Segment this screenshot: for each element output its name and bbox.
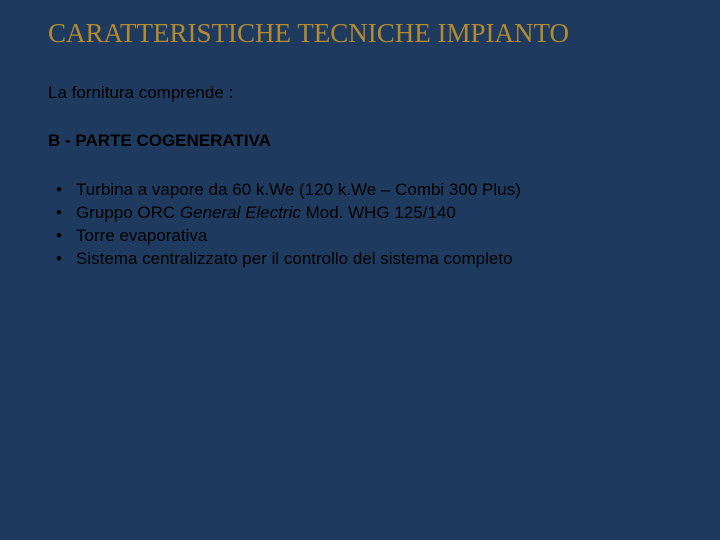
list-item: Turbina a vapore da 60 k.We (120 k.We – …	[72, 179, 692, 202]
intro-text: La fornitura comprende :	[48, 83, 692, 103]
bullet-list: Turbina a vapore da 60 k.We (120 k.We – …	[48, 179, 692, 271]
list-item-text: Sistema centralizzato per il controllo d…	[76, 249, 513, 268]
list-item-italic: General Electric	[180, 203, 301, 222]
list-item: Torre evaporativa	[72, 225, 692, 248]
list-item: Gruppo ORC General Electric Mod. WHG 125…	[72, 202, 692, 225]
list-item-text: Turbina a vapore da 60 k.We (120 k.We – …	[76, 180, 521, 199]
slide-title: CARATTERISTICHE TECNICHE IMPIANTO	[48, 18, 692, 49]
list-item: Sistema centralizzato per il controllo d…	[72, 248, 692, 271]
list-item-text: Gruppo ORC	[76, 203, 180, 222]
section-heading: B - PARTE COGENERATIVA	[48, 131, 692, 151]
slide: CARATTERISTICHE TECNICHE IMPIANTO La for…	[0, 0, 720, 540]
list-item-text: Torre evaporativa	[76, 226, 207, 245]
list-item-post: Mod. WHG 125/140	[301, 203, 456, 222]
